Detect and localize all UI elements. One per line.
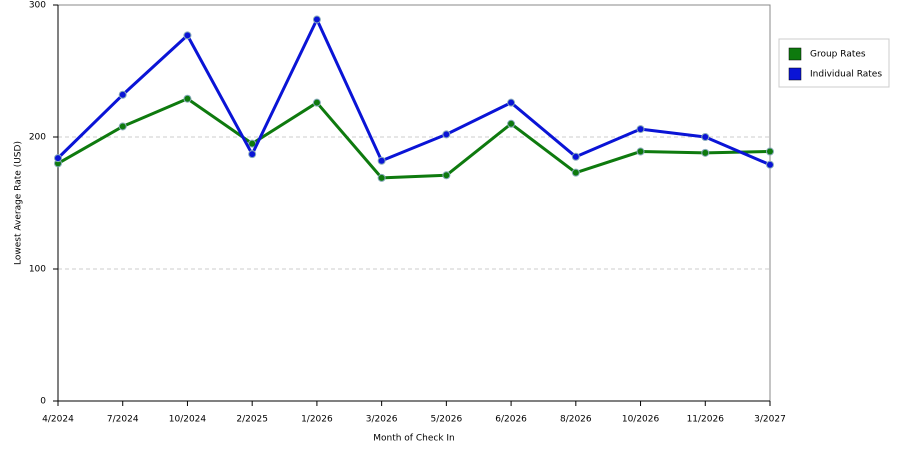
- data-point: [183, 94, 192, 103]
- legend-swatch: [788, 47, 802, 61]
- data-point: [571, 168, 580, 177]
- data-point: [571, 152, 580, 161]
- data-point: [442, 130, 451, 139]
- data-point: [118, 122, 127, 131]
- x-tick-label: 5/2026: [431, 415, 463, 425]
- data-point: [312, 15, 321, 24]
- x-axis-label: Month of Check In: [373, 434, 455, 444]
- data-point: [54, 154, 62, 163]
- data-point: [507, 119, 516, 128]
- y-tick-label: 300: [29, 1, 46, 11]
- x-tick-label: 3/2026: [366, 415, 398, 425]
- data-point: [507, 98, 516, 107]
- data-point: [442, 171, 451, 180]
- x-tick-label: 10/2026: [622, 415, 660, 425]
- data-point: [766, 160, 774, 169]
- plot-frame: [57, 4, 771, 402]
- x-tick-label: 3/2027: [754, 415, 786, 425]
- x-tick-label: 1/2026: [301, 415, 333, 425]
- y-tick-label: 0: [40, 397, 46, 407]
- x-tick-label: 4/2024: [42, 415, 74, 425]
- series-line: [57, 97, 771, 180]
- series-line: [56, 18, 771, 167]
- x-tick-label: 8/2026: [560, 415, 592, 425]
- data-point: [636, 147, 645, 156]
- legend-label: Individual Rates: [810, 70, 882, 80]
- data-point: [377, 156, 386, 165]
- data-point: [766, 147, 774, 156]
- data-point: [377, 173, 386, 182]
- legend-swatch: [788, 67, 802, 81]
- y-tick-label: 200: [29, 133, 46, 143]
- x-tick-label: 7/2024: [107, 415, 139, 425]
- y-tick-label: 100: [29, 265, 46, 275]
- data-point: [248, 150, 257, 159]
- x-tick-label: 11/2026: [687, 415, 725, 425]
- legend-label: Group Rates: [810, 50, 866, 60]
- x-tick-label: 10/2024: [169, 415, 207, 425]
- data-point: [118, 90, 127, 99]
- x-tick-label: 2/2025: [236, 415, 268, 425]
- data-point: [636, 125, 645, 134]
- data-point: [183, 31, 192, 40]
- x-tick-label: 6/2026: [495, 415, 527, 425]
- y-axis-label: Lowest Average Rate (USD): [14, 141, 24, 265]
- data-point: [701, 148, 710, 157]
- data-point: [701, 133, 710, 141]
- data-point: [312, 98, 321, 107]
